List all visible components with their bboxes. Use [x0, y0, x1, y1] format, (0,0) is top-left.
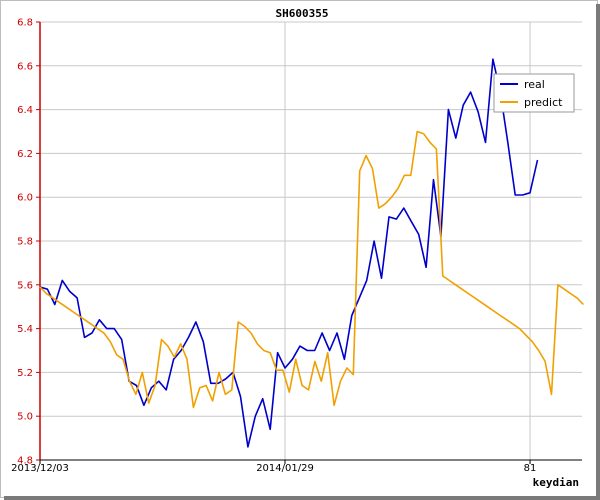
- plot-area: [39, 58, 584, 448]
- y-tick-label: 5.6: [17, 280, 33, 291]
- legend-label-real: real: [524, 78, 545, 91]
- frame-shadow-right: [596, 4, 600, 500]
- y-tick-label: 5.8: [17, 237, 33, 248]
- y-tick-label: 6.8: [17, 18, 33, 29]
- chart-title: SH600355: [276, 7, 329, 20]
- y-tick-label: 5.0: [17, 412, 33, 423]
- series-line-predict: [39, 130, 584, 409]
- frame-shadow-bottom: [4, 496, 600, 500]
- y-tick-label: 6.2: [17, 149, 33, 160]
- x-tick-label: 2014/01/29: [256, 463, 314, 474]
- x-axis-label: keydian: [533, 476, 579, 489]
- y-tick-label: 6.0: [17, 193, 33, 204]
- y-tick-label: 4.8: [17, 456, 33, 467]
- axes: 4.8 5.0 5.2 5.4 5.6 5.8 6.0 6.2 6.4 6.6 6.8 2013/12…: [11, 18, 582, 474]
- y-tick-label: 5.4: [17, 324, 33, 335]
- legend-box: [493, 73, 575, 113]
- legend-label-predict: predict: [524, 96, 563, 109]
- y-tick-label: 6.6: [17, 61, 33, 72]
- x-tick-label: 81: [524, 463, 537, 474]
- legend: real predict: [493, 73, 575, 113]
- series-line-real: [39, 58, 539, 448]
- y-tick-label: 5.2: [17, 368, 33, 379]
- y-tick-label: 6.4: [17, 105, 33, 116]
- x-tick-label: 2013/12/03: [11, 463, 69, 474]
